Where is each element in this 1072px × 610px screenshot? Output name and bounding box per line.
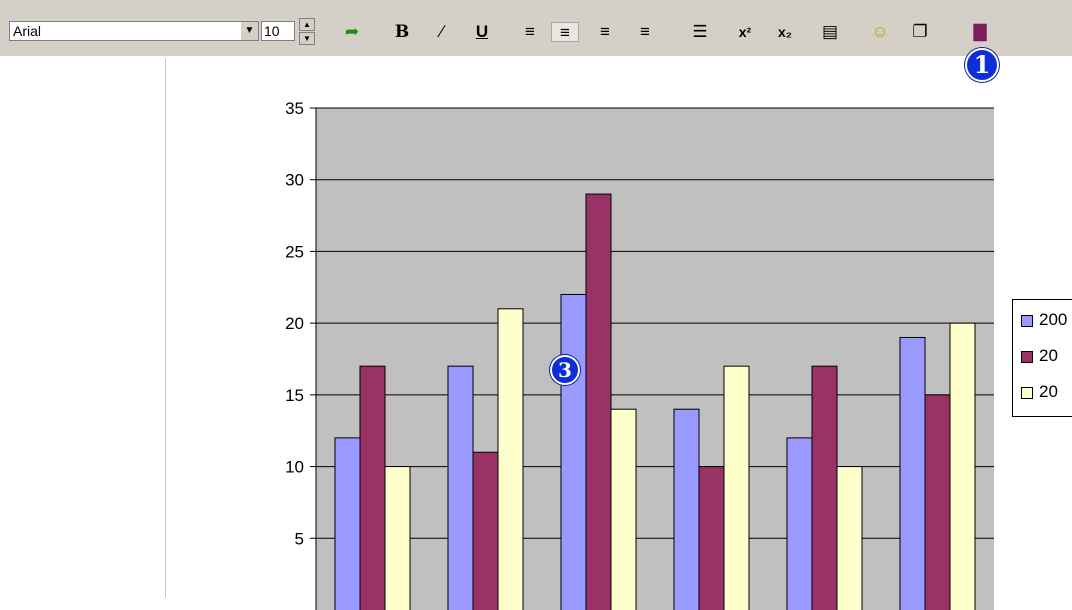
font-dropdown-arrow-icon[interactable]: ▼ bbox=[240, 22, 258, 40]
bar-series2-cat2[interactable] bbox=[472, 451, 499, 610]
bar-series1-cat5[interactable] bbox=[786, 437, 813, 610]
legend-swatch-2 bbox=[1021, 350, 1033, 363]
document-icon[interactable]: ❐ bbox=[912, 22, 928, 41]
legend-swatch-1 bbox=[1021, 314, 1033, 327]
legend-item-3: 20 bbox=[1021, 382, 1058, 402]
y-tick-label: 35 bbox=[285, 99, 304, 118]
callout-badge-3: 3 bbox=[550, 355, 580, 385]
spinner-up-icon[interactable]: ▲ bbox=[299, 18, 315, 31]
table-icon[interactable]: ▤ bbox=[821, 22, 839, 41]
y-tick-label: 5 bbox=[295, 529, 304, 548]
y-tick-label: 20 bbox=[285, 314, 304, 333]
superscript-icon[interactable]: x² bbox=[738, 24, 752, 40]
bar-series1-cat6[interactable] bbox=[899, 336, 926, 610]
font-name-value: Arial bbox=[13, 23, 42, 39]
legend-label-1: 200 bbox=[1039, 310, 1068, 329]
chart-icon[interactable]: ▇ bbox=[973, 22, 987, 41]
toolbar-divider bbox=[0, 56, 1072, 58]
legend-label-3: 20 bbox=[1039, 382, 1058, 401]
legend-item-1: 200 bbox=[1021, 310, 1067, 330]
bold-icon[interactable]: B bbox=[394, 22, 410, 42]
y-tick-label: 30 bbox=[285, 171, 304, 190]
formatting-toolbar: Arial ▼ 10 ▲ ▼ ➦ B ∕ U ≡ ≡ ≡ ≡ ☰ x² x₂ ▤ ☺ ❐ ▇ bbox=[0, 0, 1072, 58]
bar-series2-cat4[interactable] bbox=[698, 466, 725, 610]
align-right-icon[interactable]: ≡ bbox=[600, 22, 610, 41]
font-size-select[interactable]: 10 bbox=[261, 21, 295, 41]
y-tick-label: 25 bbox=[285, 242, 304, 261]
bullet-list-icon[interactable]: ☰ bbox=[692, 22, 708, 41]
plot-area bbox=[316, 108, 994, 610]
bar-series3-cat6[interactable] bbox=[949, 322, 976, 610]
font-name-select[interactable]: Arial ▼ bbox=[9, 21, 259, 41]
bar-chart[interactable]: 35 30 25 20 15 10 5 bbox=[250, 90, 1010, 610]
y-tick-label: 15 bbox=[285, 386, 304, 405]
underline-icon[interactable]: U bbox=[475, 22, 489, 41]
bar-series1-cat4[interactable] bbox=[673, 408, 700, 610]
bar-series2-cat1[interactable] bbox=[359, 365, 386, 610]
subscript-icon[interactable]: x₂ bbox=[777, 24, 792, 40]
spinner-down-icon[interactable]: ▼ bbox=[299, 32, 315, 45]
bar-series1-cat1[interactable] bbox=[334, 437, 361, 610]
italic-icon[interactable]: ∕ bbox=[440, 22, 444, 41]
bar-series3-cat4[interactable] bbox=[723, 365, 750, 610]
font-size-value: 10 bbox=[264, 23, 280, 39]
bar-series2-cat3[interactable] bbox=[585, 193, 612, 610]
justify-icon[interactable]: ≡ bbox=[640, 22, 650, 41]
align-center-icon[interactable]: ≡ bbox=[551, 22, 579, 42]
bar-series1-cat3[interactable] bbox=[560, 293, 587, 610]
bar-series2-cat6[interactable] bbox=[924, 394, 951, 610]
bar-series3-cat1[interactable] bbox=[384, 466, 411, 610]
bar-series3-cat5[interactable] bbox=[836, 466, 863, 610]
bar-series2-cat5[interactable] bbox=[811, 365, 838, 610]
chart-legend[interactable]: 200 20 20 bbox=[1012, 299, 1072, 417]
legend-label-2: 20 bbox=[1039, 346, 1058, 365]
undo-icon[interactable]: ➦ bbox=[344, 22, 360, 41]
font-size-spinner[interactable]: ▲ ▼ bbox=[299, 18, 315, 46]
bar-series3-cat2[interactable] bbox=[497, 308, 524, 610]
bar-series3-cat3[interactable] bbox=[610, 408, 637, 610]
align-left-icon[interactable]: ≡ bbox=[525, 22, 535, 41]
page-margin-line bbox=[165, 58, 166, 598]
callout-badge-1: 1 bbox=[965, 48, 999, 82]
palette-icon[interactable]: ☺ bbox=[871, 22, 889, 41]
y-tick-label: 10 bbox=[285, 458, 304, 477]
legend-swatch-3 bbox=[1021, 386, 1033, 399]
bar-series1-cat2[interactable] bbox=[447, 365, 474, 610]
legend-item-2: 20 bbox=[1021, 346, 1058, 366]
